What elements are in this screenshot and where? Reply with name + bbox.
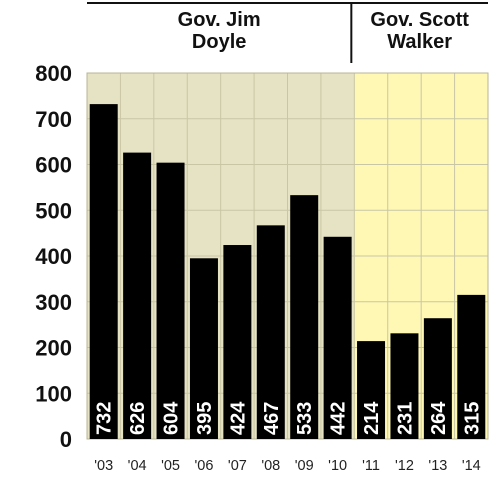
- bars: [89, 104, 486, 440]
- bar-value-label: 732: [94, 402, 116, 435]
- bar: [323, 236, 352, 439]
- bar-value-label: 626: [127, 402, 149, 435]
- bar-value-label: 214: [361, 401, 383, 435]
- bar-value-labels: 732 626 604 395 424 467 533 442 214 231 264 315: [94, 401, 484, 435]
- y-tick-label: 300: [35, 290, 72, 315]
- y-tick-label: 200: [35, 336, 72, 361]
- bar: [423, 318, 452, 439]
- y-tick-label: 800: [35, 61, 72, 86]
- gridlines: [86, 72, 489, 440]
- bar: [156, 162, 185, 440]
- y-tick-label: 100: [35, 381, 72, 406]
- bar: [390, 333, 419, 439]
- bar-value-label: 467: [261, 402, 283, 435]
- x-tick-label: '06: [195, 458, 214, 474]
- bar-value-label: 424: [227, 401, 249, 435]
- bar: [290, 195, 319, 439]
- era-label-line: Doyle: [192, 31, 246, 53]
- x-tick-label: '03: [94, 458, 113, 474]
- y-tick-label: 700: [35, 107, 72, 132]
- x-tick-label: '10: [328, 458, 347, 474]
- bar: [357, 341, 386, 439]
- bar-value-label: 442: [328, 402, 350, 435]
- bar: [189, 258, 218, 439]
- bar-value-label: 395: [194, 402, 216, 435]
- era-label-line: Gov. Jim: [178, 9, 261, 31]
- bar: [223, 245, 252, 439]
- x-tick-label: '12: [395, 458, 414, 474]
- x-tick-label: '09: [295, 458, 314, 474]
- y-tick-label: 0: [60, 427, 72, 452]
- era-label-line: Walker: [387, 31, 452, 53]
- y-tick-label: 400: [35, 244, 72, 269]
- y-tick-label: 500: [35, 198, 72, 223]
- y-axis-ticks: 0 100 200 300 400 500 600 700 800: [35, 61, 72, 452]
- bar-value-label: 315: [461, 402, 483, 435]
- bar-value-label: 264: [428, 401, 450, 435]
- bar: [123, 152, 152, 440]
- y-tick-label: 600: [35, 153, 72, 178]
- x-tick-label: '11: [362, 458, 380, 474]
- era-label-line: Gov. Scott: [370, 9, 469, 31]
- bar: [457, 294, 486, 439]
- x-tick-label: '05: [161, 458, 180, 474]
- x-axis-ticks: '03 '04 '05 '06 '07 '08 '09 '10 '11 '12 '13 '14: [94, 458, 480, 474]
- bar-value-label: 604: [161, 401, 183, 435]
- x-tick-label: '14: [462, 458, 481, 474]
- x-tick-label: '08: [261, 458, 280, 474]
- x-tick-label: '04: [128, 458, 147, 474]
- plot-frame: [86, 72, 489, 440]
- x-tick-label: '13: [428, 458, 447, 474]
- bar-value-label: 533: [294, 402, 316, 435]
- bar: [89, 104, 118, 440]
- bar-value-label: 231: [394, 402, 416, 435]
- bar: [256, 225, 285, 439]
- x-tick-label: '07: [228, 458, 247, 474]
